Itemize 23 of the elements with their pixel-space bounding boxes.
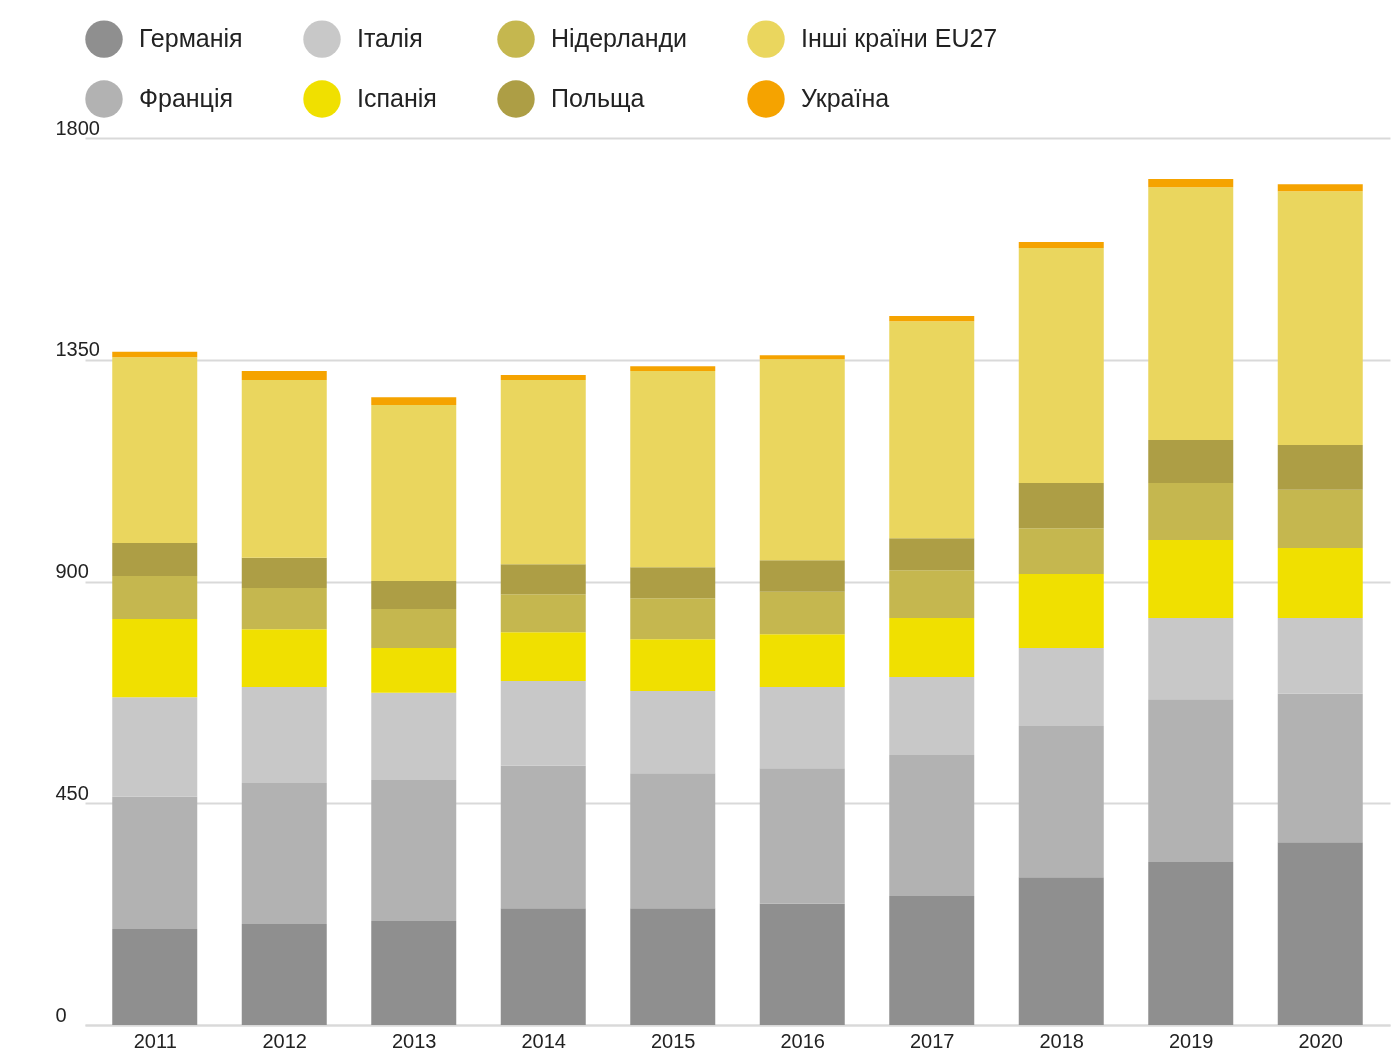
legend-label: Іспанія xyxy=(357,84,437,112)
y-tick-label: 900 xyxy=(55,560,89,582)
x-tick-label: 2014 xyxy=(521,1029,566,1052)
legend-label: Франція xyxy=(139,84,234,112)
y-tick-label: 1350 xyxy=(55,338,100,361)
legend-label: Інші країни EU27 xyxy=(801,24,998,53)
y-tick-label: 0 xyxy=(55,1003,67,1026)
x-tick-label: 2017 xyxy=(910,1029,955,1052)
x-tick-label: 2016 xyxy=(780,1029,825,1052)
legend-label: Нідерланди xyxy=(551,24,687,53)
x-tick-label: 2020 xyxy=(1298,1029,1343,1052)
x-tick-label: 2019 xyxy=(1169,1029,1214,1052)
x-tick-label: 2018 xyxy=(1039,1029,1084,1052)
x-tick-label: 2012 xyxy=(262,1029,307,1052)
x-tick-label: 2013 xyxy=(392,1029,437,1052)
legend-label: Германія xyxy=(139,24,243,53)
y-tick-label: 1800 xyxy=(55,116,100,139)
legend-label: Італія xyxy=(357,24,423,53)
legend-label: Україна xyxy=(801,84,890,112)
y-tick-label: 450 xyxy=(55,781,89,804)
legend-label: Польща xyxy=(551,84,645,112)
x-tick-label: 2015 xyxy=(651,1029,696,1052)
x-tick-label: 2011 xyxy=(133,1029,177,1052)
